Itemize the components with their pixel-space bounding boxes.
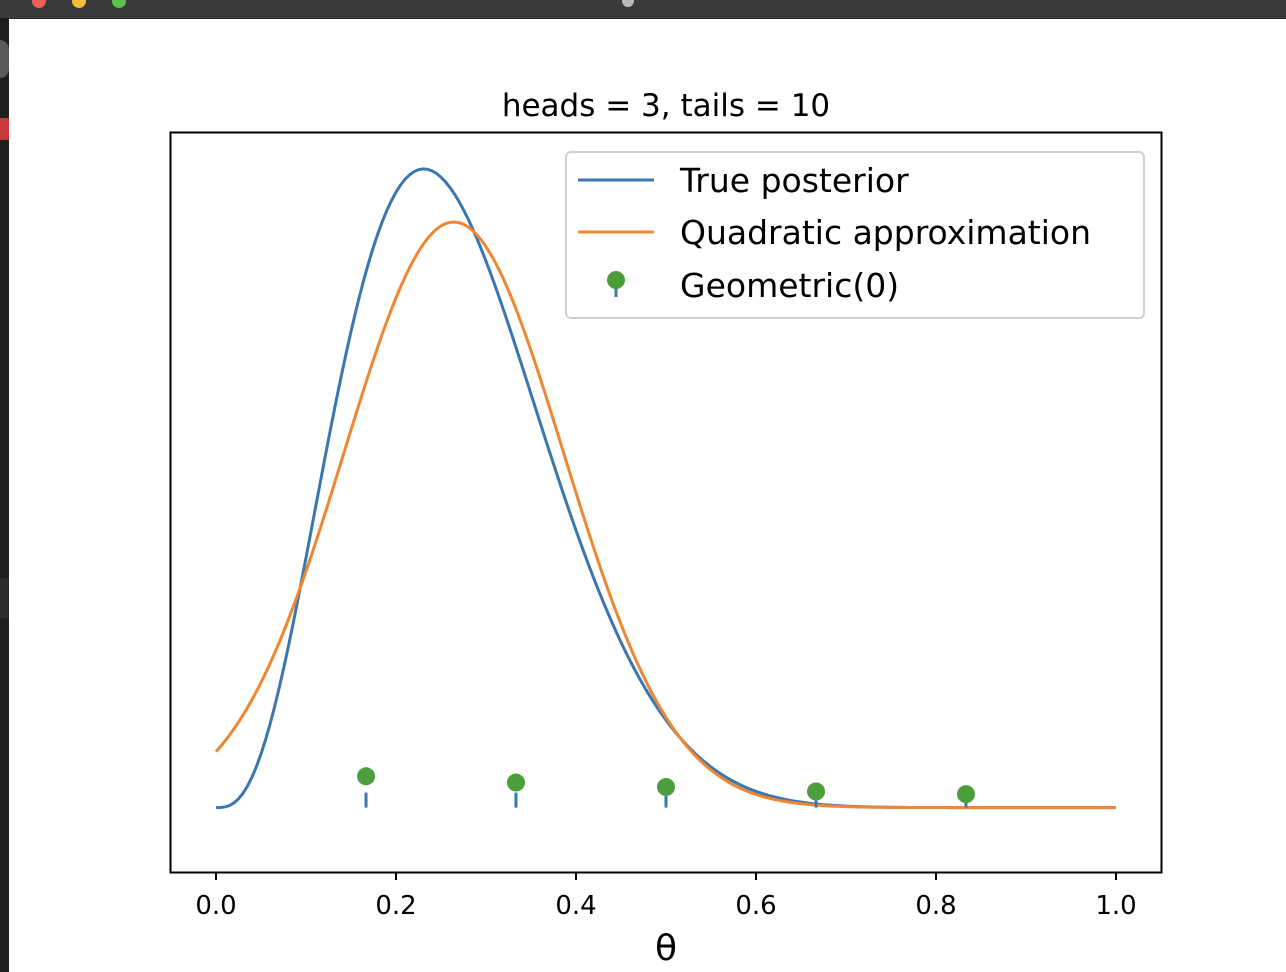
chart-title: heads = 3, tails = 10: [502, 88, 830, 124]
background-window-control: [0, 578, 9, 618]
stem-marker: [807, 782, 826, 801]
x-tick-label: 0.6: [735, 891, 776, 921]
close-button[interactable]: [32, 0, 46, 8]
stem-marker: [956, 785, 975, 804]
x-tick-label: 0.2: [375, 891, 416, 921]
background-window-edge: [0, 18, 9, 972]
stem-marker: [357, 767, 376, 786]
x-axis: 0.0 0.2 0.4 0.6 0.8 1.0: [195, 872, 1137, 921]
stem-marker: [506, 773, 525, 792]
plot-area: [169, 131, 1163, 874]
legend-item-true-posterior: True posterior: [578, 161, 909, 200]
stem-marker: [657, 778, 675, 797]
background-window-tab: [0, 40, 9, 78]
axes-frame: [169, 131, 1163, 874]
legend-item-geometric: Geometric(0): [607, 266, 899, 305]
x-tick-label: 0.8: [915, 891, 956, 921]
legend-label-true-posterior: True posterior: [679, 161, 909, 200]
window-title-icon: [622, 0, 634, 7]
x-tick-label: 1.0: [1095, 891, 1136, 921]
x-tick-label: 0.4: [555, 891, 596, 921]
legend-label-geometric: Geometric(0): [680, 266, 899, 305]
legend-swatch-marker: [607, 271, 625, 289]
x-tick-label: 0.0: [195, 891, 236, 921]
background-window-badge: [0, 118, 9, 140]
x-axis-label: θ: [655, 928, 677, 969]
window-titlebar: [0, 0, 1286, 19]
legend: True posterior Quadratic approximation G…: [565, 151, 1145, 319]
legend-item-quadratic-approximation: Quadratic approximation: [578, 213, 1091, 252]
series-layer: [214, 167, 1116, 810]
legend-label-quadratic-approximation: Quadratic approximation: [680, 213, 1091, 252]
minimize-button[interactable]: [72, 0, 86, 8]
zoom-button[interactable]: [112, 0, 126, 8]
legend-box: [565, 151, 1145, 319]
